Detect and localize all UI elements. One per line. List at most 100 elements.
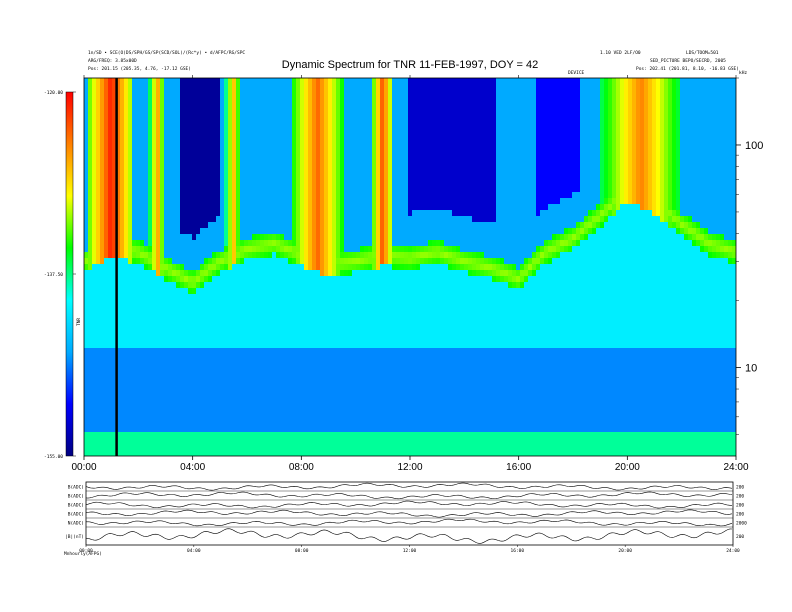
heatmap-cell: [100, 90, 105, 97]
heatmap-cell: [368, 402, 373, 409]
heatmap-cell: [396, 390, 401, 397]
heatmap-cell: [132, 84, 137, 91]
heatmap-cell: [272, 264, 277, 271]
heatmap-cell: [148, 414, 153, 421]
heatmap-cell: [284, 270, 289, 277]
heatmap-cell: [264, 264, 269, 271]
heatmap-cell: [108, 396, 113, 403]
heatmap-cell: [300, 216, 305, 223]
heatmap-cell: [88, 336, 93, 343]
heatmap-cell: [116, 342, 121, 349]
heatmap-cell: [268, 144, 273, 151]
heatmap-cell: [272, 366, 277, 373]
heatmap-cell: [384, 282, 389, 289]
heatmap-cell: [164, 300, 169, 307]
heatmap-cell: [296, 108, 301, 115]
heatmap-cell: [268, 126, 273, 133]
heatmap-cell: [384, 414, 389, 421]
heatmap-cell: [128, 330, 133, 337]
heatmap-cell: [312, 174, 317, 181]
heatmap-cell: [396, 366, 401, 373]
heatmap-cell: [312, 390, 317, 397]
heatmap-cell: [308, 90, 313, 97]
heatmap-cell: [344, 90, 349, 97]
heatmap-cell: [360, 258, 365, 265]
heatmap-cell: [288, 378, 293, 385]
heatmap-cell: [352, 180, 357, 187]
heatmap-cell: [320, 234, 325, 241]
heatmap-cell: [312, 444, 317, 451]
heatmap-cell: [148, 372, 153, 379]
heatmap-cell: [220, 78, 225, 85]
heatmap-cell: [112, 240, 117, 247]
heatmap-cell: [268, 84, 273, 91]
heatmap-cell: [84, 204, 89, 211]
heatmap-cell: [176, 162, 181, 169]
heatmap-cell: [396, 312, 401, 319]
heatmap-cell: [248, 138, 253, 145]
heatmap-cell: [312, 138, 317, 145]
heatmap-cell: [296, 402, 301, 409]
heatmap-cell: [136, 120, 141, 127]
heatmap-cell: [344, 228, 349, 235]
heatmap-cell: [108, 168, 113, 175]
heatmap-cell: [252, 432, 257, 439]
heatmap-cell: [368, 390, 373, 397]
heatmap-cell: [380, 78, 385, 85]
heatmap-cell: [120, 246, 125, 253]
heatmap-cell: [152, 132, 157, 139]
heatmap-cell: [148, 342, 153, 349]
heatmap-cell: [220, 366, 225, 373]
heatmap-cell: [356, 318, 361, 325]
heatmap-cell: [228, 360, 233, 367]
heatmap-cell: [228, 348, 233, 355]
heatmap-cell: [304, 312, 309, 319]
heatmap-cell: [328, 420, 333, 427]
heatmap-cell: [260, 120, 265, 127]
heatmap-cell: [96, 420, 101, 427]
heatmap-cell: [152, 324, 157, 331]
heatmap-cell: [376, 186, 381, 193]
heatmap-cell: [300, 318, 305, 325]
heatmap-cell: [184, 282, 189, 289]
heatmap-cell: [372, 354, 377, 361]
heatmap-cell: [312, 264, 317, 271]
heatmap-cell: [384, 348, 389, 355]
heatmap-cell: [136, 384, 141, 391]
heatmap-cell: [224, 138, 229, 145]
heatmap-cell: [232, 120, 237, 127]
heatmap-cell: [160, 138, 165, 145]
heatmap-cell: [364, 342, 369, 349]
heatmap-cell: [284, 228, 289, 235]
heatmap-cell: [124, 102, 129, 109]
heatmap-cell: [100, 294, 105, 301]
heatmap-cell: [296, 246, 301, 253]
heatmap-cell: [360, 102, 365, 109]
heatmap-cell: [380, 240, 385, 247]
heatmap-cell: [272, 408, 277, 415]
heatmap-cell: [260, 306, 265, 313]
heatmap-cell: [396, 90, 401, 97]
heatmap-cell: [328, 408, 333, 415]
heatmap-cell: [320, 126, 325, 133]
heatmap-cell: [216, 252, 221, 259]
heatmap-cell: [304, 240, 309, 247]
heatmap-cell: [148, 246, 153, 253]
heatmap-cell: [252, 420, 257, 427]
heatmap-cell: [288, 246, 293, 253]
heatmap-cell: [128, 312, 133, 319]
colorbar-tick-label: -120.00: [44, 90, 63, 96]
heatmap-cell: [320, 408, 325, 415]
heatmap-cell: [192, 204, 197, 211]
heatmap-cell: [320, 372, 325, 379]
heatmap-cell: [344, 138, 349, 145]
heatmap-cell: [176, 246, 181, 253]
heatmap-cell: [236, 390, 241, 397]
heatmap-cell: [268, 108, 273, 115]
heatmap-cell: [272, 348, 277, 355]
heatmap-cell: [244, 444, 249, 451]
heatmap-cell: [216, 90, 221, 97]
heatmap-cell: [168, 270, 173, 277]
heatmap-cell: [360, 450, 365, 456]
heatmap-cell: [264, 420, 269, 427]
